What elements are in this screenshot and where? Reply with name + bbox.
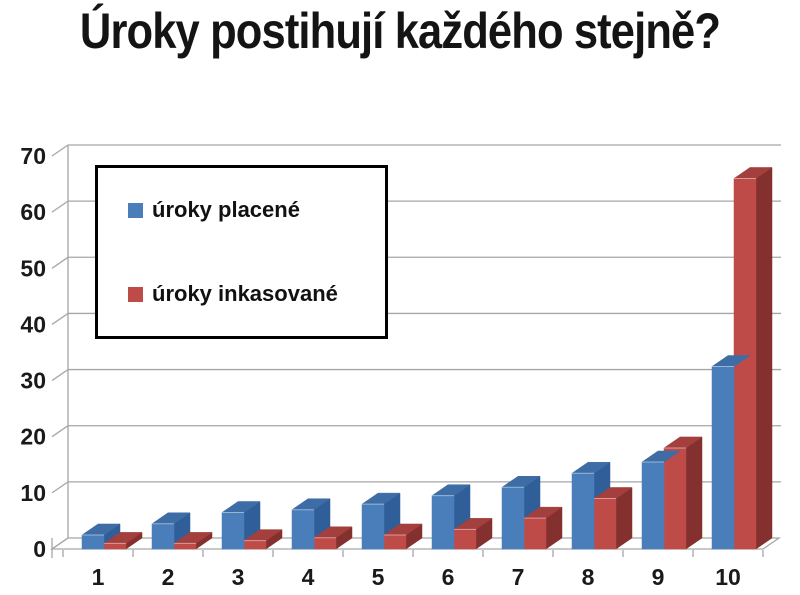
- x-category-label: 4: [302, 564, 315, 590]
- bar-placene-1-front: [81, 534, 105, 550]
- y-tick-connector: [51, 312, 69, 325]
- x-category-label: 9: [652, 564, 665, 590]
- x-category-label: 5: [372, 564, 385, 590]
- x-category-label: 2: [162, 564, 175, 590]
- slide-title: Úroky postihují každého stejně?: [79, 3, 721, 59]
- y-tick-label: 70: [20, 143, 46, 169]
- x-category-label: 8: [582, 564, 595, 590]
- bar-inkasovane-7-front: [523, 517, 547, 550]
- y-tick-label: 0: [33, 536, 46, 562]
- bar-inkasovane-1-front: [103, 543, 127, 550]
- y-tick-label: 10: [20, 480, 46, 506]
- x-category-label: 7: [512, 564, 525, 590]
- bar-inkasovane-9-side: [685, 436, 703, 550]
- y-tick-connector: [51, 144, 69, 157]
- bar-inkasovane-4-front: [313, 537, 337, 550]
- bar-inkasovane-2-front: [173, 543, 197, 550]
- x-category-label: 6: [442, 564, 455, 590]
- y-tick-connector: [51, 425, 69, 438]
- y-tick-connector: [51, 200, 69, 213]
- legend-swatch-placene-icon: [128, 202, 143, 218]
- bar-placene-9-front: [641, 461, 665, 550]
- bar-placene-7-front: [501, 486, 525, 550]
- bar-inkasovane-3-front: [243, 540, 267, 550]
- x-category-label: 3: [232, 564, 245, 590]
- x-category-label: 10: [715, 564, 741, 590]
- y-tick-label: 50: [20, 255, 46, 281]
- bar-placene-5-front: [361, 503, 385, 550]
- bar-placene-10-front: [711, 366, 735, 550]
- x-category-label: 1: [92, 564, 105, 590]
- y-tick-connector: [51, 481, 69, 494]
- bar-placene-6-front: [431, 495, 455, 550]
- legend-label-inkasovane: úroky inkasované: [152, 281, 338, 306]
- y-tick-label: 20: [20, 424, 46, 450]
- bar-placene-3-front: [221, 512, 245, 550]
- legend-item-uroky-inkasovane: úroky inkasované: [128, 272, 385, 316]
- y-tick-label: 60: [20, 199, 46, 225]
- legend-item-uroky-placene: úroky placené: [128, 188, 385, 232]
- bar-placene-8-front: [571, 472, 595, 550]
- bar-placene-4-front: [291, 509, 315, 550]
- y-tick-label: 30: [20, 368, 46, 394]
- legend-label-placene: úroky placené: [152, 197, 300, 222]
- bar-inkasovane-10-side: [755, 166, 773, 550]
- legend: úroky placené úroky inkasované: [95, 165, 388, 339]
- bar-inkasovane-9-front: [663, 447, 687, 550]
- y-tick-label: 40: [20, 311, 46, 337]
- bar-inkasovane-6-front: [453, 529, 477, 550]
- y-tick-connector: [51, 256, 69, 269]
- y-tick-connector: [51, 369, 69, 382]
- bar-inkasovane-5-front: [383, 534, 407, 550]
- bar-placene-2-front: [151, 523, 175, 550]
- bar-inkasovane-8-front: [593, 498, 617, 550]
- legend-swatch-inkasovane-icon: [128, 286, 143, 302]
